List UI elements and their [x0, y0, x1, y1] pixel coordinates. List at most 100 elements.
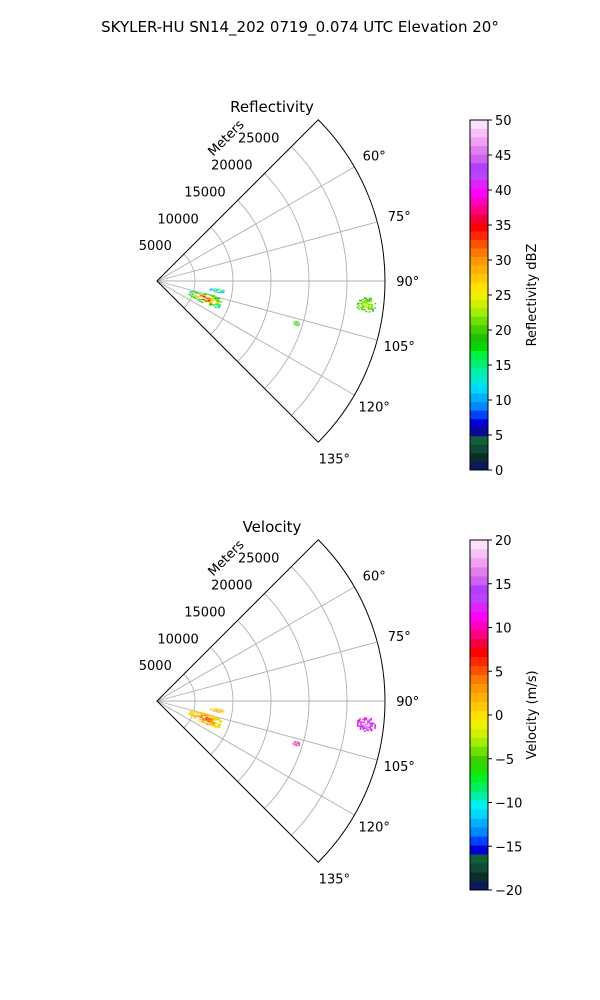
echo-cell: [218, 708, 220, 710]
echo-cell: [363, 297, 366, 299]
echo-cell: [299, 744, 301, 746]
echo-cell: [299, 743, 300, 745]
echo-cell: [294, 323, 296, 324]
echo-cell: [359, 306, 362, 309]
echo-cell: [364, 309, 366, 311]
echo-cell: [198, 718, 202, 721]
echo-cell: [215, 301, 220, 304]
echo-cell: [363, 721, 366, 724]
echo-cell: [359, 718, 361, 720]
echo-cell: [359, 725, 362, 728]
colorbar-tick-label: 45: [495, 149, 512, 164]
azimuth-spoke: [156, 280, 378, 341]
echo-cell: [293, 320, 295, 322]
echo-cell: [298, 323, 300, 325]
azimuth-spoke: [156, 641, 378, 702]
echo-cell: [189, 710, 193, 713]
echo-cell: [295, 743, 296, 745]
echo-cell: [363, 720, 366, 722]
colorbar-swatch: [470, 179, 488, 189]
echo-cell: [294, 324, 296, 325]
colorbar-swatch: [470, 393, 488, 403]
echo-cell: [210, 288, 213, 289]
echo-cell: [217, 289, 219, 291]
echo-cell: [214, 297, 218, 300]
echo-cell: [299, 742, 301, 744]
colorbar: −20 −15 −10 −5 0 5 10 15 20 Velocity (m/s): [469, 534, 540, 899]
echo-cell: [299, 323, 301, 324]
echo-cell: [221, 712, 224, 713]
colorbar-swatch: [470, 401, 488, 411]
echo-cell: [209, 301, 213, 304]
echo-cell: [194, 293, 198, 295]
echo-cell: [221, 291, 224, 292]
azimuth-spoke: [156, 221, 378, 282]
echo-cell: [193, 716, 197, 719]
colorbar-swatch: [470, 584, 488, 595]
echo-cell: [370, 717, 372, 720]
echo-cell: [368, 303, 370, 306]
echo-cell: [199, 715, 203, 718]
echo-cell: [361, 727, 364, 729]
echo-cell: [213, 710, 215, 711]
echo-cell: [218, 711, 220, 713]
echo-cell: [201, 712, 205, 714]
colorbar-swatch: [470, 854, 488, 864]
echo-cell: [218, 288, 220, 290]
echo-cell: [223, 291, 225, 293]
echo-cell: [296, 745, 298, 746]
echo-cell: [361, 724, 364, 726]
echo-cell: [195, 711, 199, 714]
echo-cell: [188, 713, 192, 716]
colorbar-swatch: [470, 410, 488, 420]
colorbar-swatch: [470, 782, 488, 792]
echo-cell: [293, 323, 294, 324]
echo-cell: [222, 290, 224, 292]
echo-cell: [220, 711, 222, 713]
echo-cell: [215, 710, 217, 712]
echo-cell: [213, 306, 218, 309]
echo-cell: [357, 722, 359, 724]
echo-cell: [202, 296, 206, 299]
echo-cell: [361, 305, 364, 308]
echo-cell: [212, 708, 214, 709]
echo-cell: [206, 293, 210, 296]
echo-cell: [203, 713, 207, 716]
echo-cell: [223, 711, 225, 713]
echo-cell: [193, 716, 197, 719]
echo-cell: [207, 720, 211, 723]
echo-cell: [208, 297, 212, 300]
echo-cell: [369, 728, 371, 730]
echo-cell: [363, 717, 366, 719]
echo-cell: [213, 719, 217, 722]
echo-cell: [294, 742, 295, 744]
echo-cell: [217, 712, 220, 714]
echo-cell: [367, 306, 370, 309]
echo-cell: [364, 723, 367, 725]
echo-cell: [204, 718, 208, 721]
colorbar-swatch: [470, 881, 488, 891]
echo-cell: [212, 291, 215, 293]
echo-cell: [297, 745, 299, 747]
echo-cell: [197, 293, 201, 295]
echo-cell: [217, 725, 221, 729]
echo-cell: [219, 292, 221, 293]
echo-cell: [219, 709, 222, 711]
echo-cell: [297, 322, 299, 324]
reflectivity-panel: Reflectivity500010000150002000025000Mete…: [139, 98, 540, 479]
echo-cell: [204, 719, 208, 722]
colorbar-tick-label: 5: [495, 665, 503, 680]
echo-cell: [212, 289, 214, 290]
echo-cell: [296, 743, 298, 745]
echo-cell: [364, 303, 367, 305]
echo-cell: [295, 323, 297, 325]
echo-cell: [369, 722, 372, 724]
echo-cell: [295, 744, 297, 746]
echo-region: [188, 710, 223, 729]
echo-cell: [298, 322, 299, 324]
echo-cell: [295, 745, 297, 746]
echo-cell: [364, 306, 367, 308]
echo-cell: [295, 745, 296, 747]
colorbar-swatch: [470, 836, 488, 846]
